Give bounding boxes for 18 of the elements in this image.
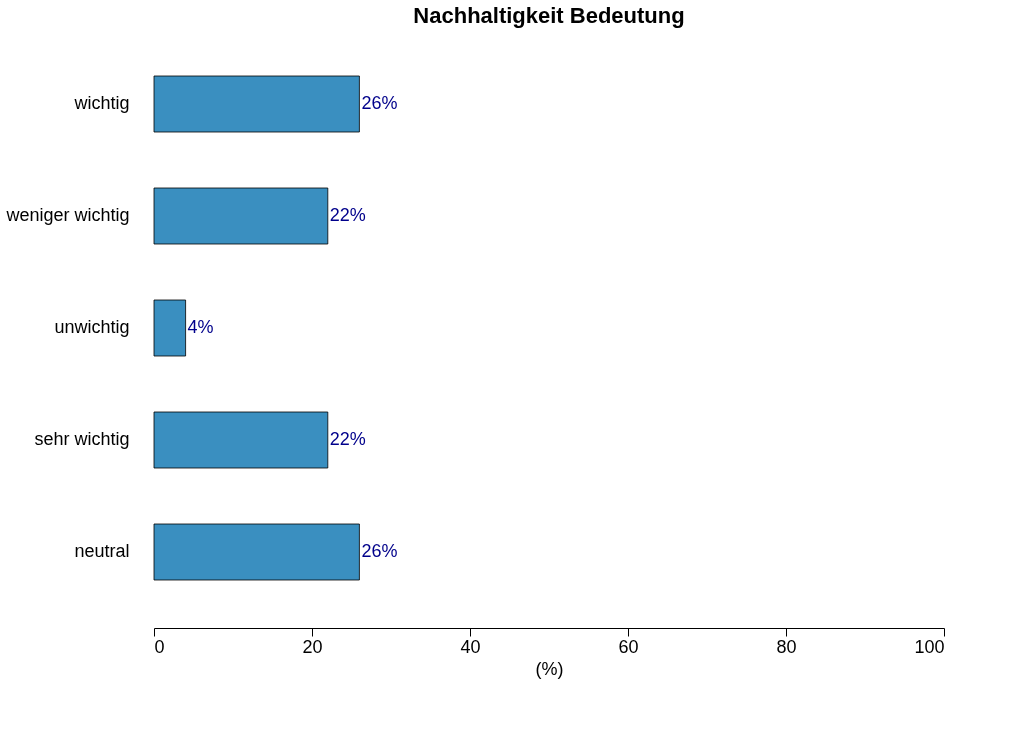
x-tick-label: 0 <box>154 636 165 657</box>
data-label: 26% <box>361 541 398 561</box>
x-tick-label: 100 <box>914 636 945 657</box>
x-tick-label: 20 <box>302 636 323 657</box>
chart-title: Nachhaltigkeit Bedeutung <box>413 3 685 28</box>
x-tick-label: 60 <box>618 636 639 657</box>
x-axis-title: (%) <box>535 658 564 679</box>
x-tick-label: 40 <box>460 636 481 657</box>
y-tick-label: unwichtig <box>54 317 130 337</box>
data-label: 26% <box>361 93 398 113</box>
y-tick-label: neutral <box>74 541 130 561</box>
x-tick-label: 80 <box>776 636 797 657</box>
data-label: 22% <box>329 429 366 449</box>
data-label: 4% <box>187 317 214 337</box>
y-tick-label: weniger wichtig <box>5 205 130 225</box>
data-label: 22% <box>329 205 366 225</box>
y-tick-label: sehr wichtig <box>34 429 130 449</box>
y-tick-label: wichtig <box>73 93 130 113</box>
